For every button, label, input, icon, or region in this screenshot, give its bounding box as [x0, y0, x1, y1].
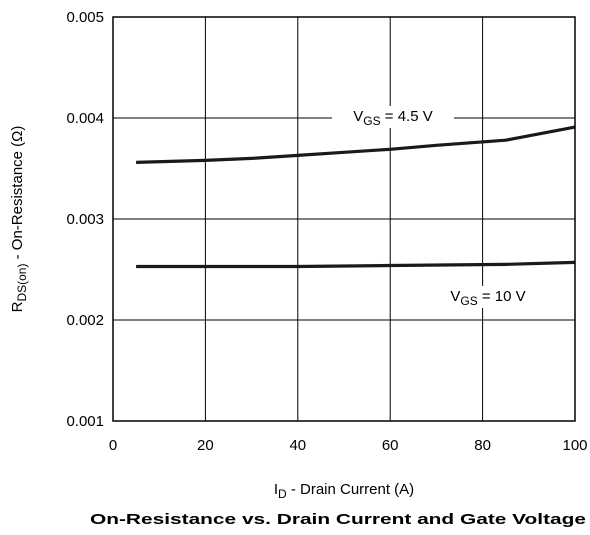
chart-title: On-Resistance vs. Drain Current and Gate… — [90, 511, 586, 528]
series-label-rest: = 10 V — [478, 288, 526, 305]
series-label-background — [432, 286, 544, 308]
series-label-2: VGS = 10 V — [450, 288, 525, 308]
x-tick-label: 60 — [382, 437, 399, 454]
x-tick-label: 40 — [289, 437, 306, 454]
y-tick-label: 0.001 — [66, 413, 104, 430]
plot-area-frame — [112, 16, 576, 422]
x-axis-label-main: I — [274, 481, 278, 498]
x-tick-labels: 0 20 40 60 80 100 — [109, 437, 588, 454]
series-label-rest: = 4.5 V — [381, 108, 433, 125]
y-tick-label: 0.004 — [66, 110, 104, 127]
y-tick-label: 0.005 — [66, 9, 104, 26]
series-label-main: V — [353, 108, 363, 125]
y-axis-label-rest: - On-Resistance (Ω) — [9, 126, 26, 264]
y-tick-label: 0.003 — [66, 211, 104, 228]
x-axis-label: ID - Drain Current (A) — [274, 481, 414, 501]
series-label-subscript: GS — [363, 114, 380, 128]
y-axis-label-main: R — [9, 301, 26, 312]
series-label-subscript: GS — [460, 294, 477, 308]
y-tick-labels: 0.001 0.002 0.003 0.004 0.005 — [66, 9, 104, 430]
y-axis-label: RDS(on) - On-Resistance (Ω) — [9, 126, 29, 313]
y-axis-label-subscript: DS(on) — [15, 264, 29, 302]
x-tick-label: 80 — [474, 437, 491, 454]
series-label-background — [332, 106, 454, 128]
y-tick-label: 0.002 — [66, 312, 104, 329]
series-line-2 — [136, 260, 576, 269]
series-lines — [136, 125, 576, 269]
x-tick-label: 20 — [197, 437, 214, 454]
series-line-1 — [136, 125, 576, 164]
x-tick-label: 100 — [562, 437, 587, 454]
series-label-main: V — [450, 288, 460, 305]
x-tick-label: 0 — [109, 437, 117, 454]
series-label-1: VGS = 4.5 V — [353, 108, 432, 128]
x-axis-label-subscript: D — [278, 487, 287, 501]
x-axis-label-rest: - Drain Current (A) — [287, 481, 415, 498]
grid — [113, 17, 575, 421]
